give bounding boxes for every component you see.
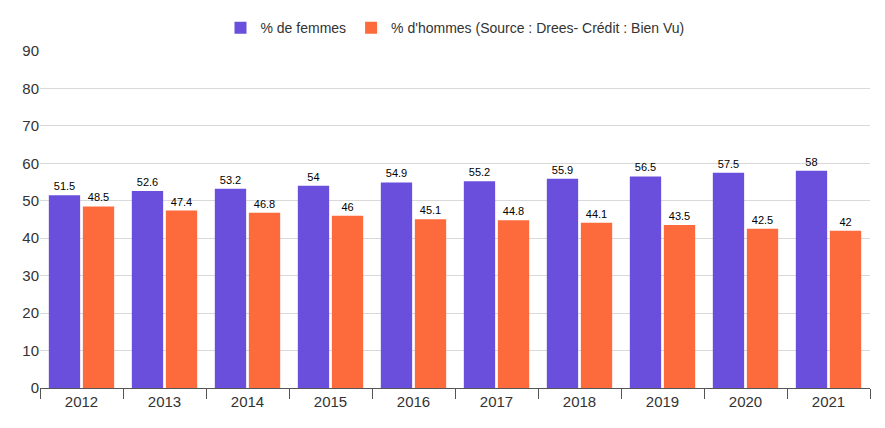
svg-text:2016: 2016 bbox=[397, 393, 430, 410]
svg-text:54.9: 54.9 bbox=[386, 167, 407, 179]
svg-text:48.5: 48.5 bbox=[88, 191, 109, 203]
svg-text:55.2: 55.2 bbox=[469, 166, 490, 178]
svg-text:51.5: 51.5 bbox=[54, 180, 75, 192]
svg-text:50: 50 bbox=[22, 192, 39, 209]
svg-text:56.5: 56.5 bbox=[635, 161, 656, 173]
svg-text:47.4: 47.4 bbox=[171, 196, 192, 208]
svg-text:2020: 2020 bbox=[729, 393, 762, 410]
svg-text:0: 0 bbox=[31, 379, 39, 396]
svg-text:52.6: 52.6 bbox=[137, 176, 158, 188]
svg-text:80: 80 bbox=[22, 80, 39, 97]
svg-text:58: 58 bbox=[805, 156, 817, 168]
svg-text:57.5: 57.5 bbox=[718, 158, 739, 170]
svg-text:90: 90 bbox=[22, 42, 39, 59]
svg-text:70: 70 bbox=[22, 117, 39, 134]
svg-text:46: 46 bbox=[341, 201, 353, 213]
svg-text:2015: 2015 bbox=[314, 393, 347, 410]
svg-text:2021: 2021 bbox=[812, 393, 845, 410]
svg-text:% d'hommes (Source : Drees- Cr: % d'hommes (Source : Drees- Crédit : Bie… bbox=[391, 20, 684, 36]
svg-text:46.8: 46.8 bbox=[254, 198, 275, 210]
svg-text:2014: 2014 bbox=[231, 393, 264, 410]
svg-text:42: 42 bbox=[839, 216, 851, 228]
svg-text:10: 10 bbox=[22, 342, 39, 359]
svg-text:60: 60 bbox=[22, 155, 39, 172]
svg-text:2018: 2018 bbox=[563, 393, 596, 410]
svg-text:53.2: 53.2 bbox=[220, 174, 241, 186]
svg-text:2019: 2019 bbox=[646, 393, 679, 410]
svg-text:55.9: 55.9 bbox=[552, 164, 573, 176]
svg-text:2012: 2012 bbox=[65, 393, 98, 410]
svg-text:40: 40 bbox=[22, 229, 39, 246]
svg-text:54: 54 bbox=[307, 171, 319, 183]
svg-text:20: 20 bbox=[22, 304, 39, 321]
svg-text:44.1: 44.1 bbox=[586, 208, 607, 220]
svg-text:44.8: 44.8 bbox=[503, 205, 524, 217]
svg-text:45.1: 45.1 bbox=[420, 204, 441, 216]
svg-text:42.5: 42.5 bbox=[752, 214, 773, 226]
svg-text:% de femmes: % de femmes bbox=[261, 20, 347, 36]
svg-text:43.5: 43.5 bbox=[669, 210, 690, 222]
svg-text:30: 30 bbox=[22, 267, 39, 284]
svg-text:2013: 2013 bbox=[148, 393, 181, 410]
svg-text:2017: 2017 bbox=[480, 393, 513, 410]
